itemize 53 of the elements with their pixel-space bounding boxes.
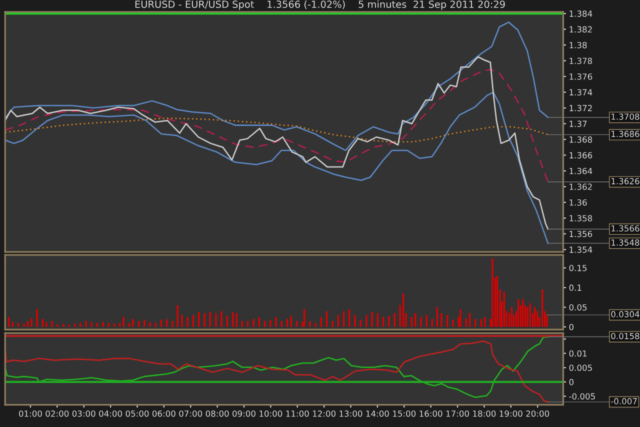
x-tick-label: 01:00 [19,410,42,417]
x-tick-label: 15:00 [393,410,416,417]
x-tick-label: 08:00 [206,410,229,417]
annotation: 0.0158 [611,332,640,340]
annotation: 1.3686 [612,130,640,138]
annotation: 0.0304 [611,311,640,318]
x-tick-label: 19:00 [500,410,522,417]
x-tick-label: 10:00 [260,410,282,417]
x-tick-label: 11:00 [286,410,309,417]
y-tick-label: 1.384 [570,10,592,17]
y-tick-label: 1.372 [570,104,592,112]
annotation: 1.3708 [612,114,640,120]
x-tick-label: 07:00 [179,410,202,417]
y-tick-label: 1.382 [570,26,592,33]
x-tick-label: 13:00 [340,410,362,417]
annotation: 1.3566 [612,225,640,232]
x-tick-label: 14:00 [366,410,389,417]
y-tick-label: 1.364 [570,168,592,174]
y-tick-label: 0 [569,324,574,330]
x-tick-label: 12:00 [312,410,336,417]
x-tick-label: 02:00 [46,410,69,417]
y-tick-label: 1.374 [570,89,592,96]
y-tick-label: 0.05 [569,304,587,311]
y-tick-label: 1.356 [570,230,592,238]
y-tick-label: 1.362 [570,184,592,190]
chart-title: EURUSD - EUR/USD Spot 1.3566 (-1.02%) 5 minutes 21 Sep 2011 20:29 [135,0,505,10]
y-tick-label: 1.358 [570,215,592,222]
x-tick-label: 09:00 [232,410,256,417]
x-tick-label: 05:00 [126,410,149,417]
annotation: -0.007 [611,398,637,404]
y-tick-label: -0.005 [569,393,595,400]
annotation: 1.3626 [612,178,640,184]
x-tick-label: 20:00 [526,410,550,417]
y-tick-label: 1.37 [570,120,587,127]
y-tick-label: 1.376 [570,73,592,80]
y-tick-label: 0.005 [569,364,592,371]
y-tick-label: 1.378 [570,58,592,64]
y-tick-label: 1.366 [570,152,592,158]
x-tick-label: 04:00 [99,410,122,417]
y-tick-label: 1.368 [570,136,592,143]
y-tick-label: 1.354 [570,246,592,253]
y-tick-label: 1.36 [570,199,587,206]
y-tick-label: 0.15 [569,264,587,272]
x-tick-label: 17:00 [446,410,469,417]
y-tick-label: 0.01 [569,350,587,357]
y-tick-label: 0.1 [569,284,582,291]
annotation: 1.3548 [612,239,640,246]
x-tick-label: 06:00 [152,410,176,417]
x-tick-label: 16:00 [420,410,442,417]
y-tick-label: 0 [569,378,574,386]
y-tick-label: 1.38 [570,42,587,48]
x-tick-label: 03:00 [72,410,96,417]
x-tick-label: 18:00 [473,410,496,417]
